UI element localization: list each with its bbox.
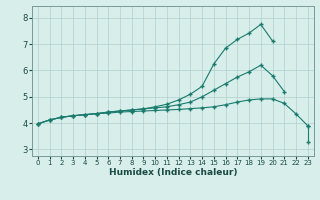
X-axis label: Humidex (Indice chaleur): Humidex (Indice chaleur): [108, 168, 237, 177]
